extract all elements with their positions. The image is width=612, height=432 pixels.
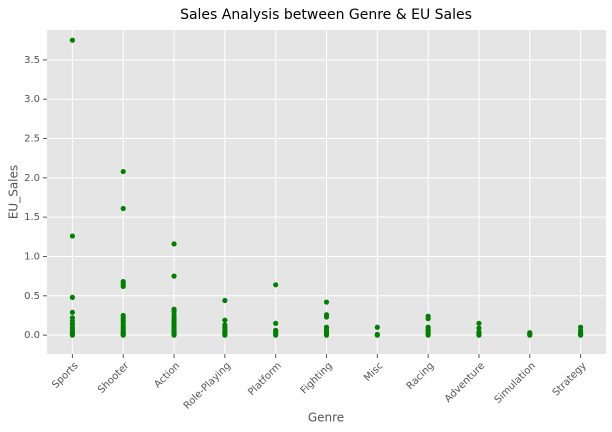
point: [222, 332, 228, 338]
point: [69, 332, 76, 338]
point: [222, 317, 228, 323]
x-tick-label: Role-Playing: [182, 360, 233, 411]
point: [476, 320, 482, 326]
point: [273, 282, 279, 288]
x-tick-label: Misc: [362, 360, 385, 383]
y-tick-label: 0.0: [24, 330, 40, 341]
point: [69, 294, 76, 300]
point: [374, 332, 380, 338]
point: [425, 316, 431, 322]
point: [476, 325, 482, 331]
point: [69, 233, 76, 239]
x-tick-label: Platform: [246, 360, 284, 398]
point: [323, 332, 330, 338]
point: [222, 297, 228, 304]
y-tick-label: 2.5: [24, 134, 40, 145]
point: [323, 314, 330, 320]
point: [171, 241, 177, 247]
point: [273, 320, 279, 326]
y-tick-label: 3.5: [24, 55, 40, 66]
point: [171, 332, 177, 338]
x-tick-label: Shooter: [96, 360, 132, 396]
chart-title: Sales Analysis between Genre & EU Sales: [180, 7, 472, 23]
point: [120, 205, 126, 212]
y-tick-label: 2.0: [24, 173, 40, 184]
point: [120, 283, 126, 289]
x-tick-label: Sports: [50, 360, 80, 390]
x-tick-label: Strategy: [551, 360, 589, 398]
point: [120, 332, 126, 338]
x-tick-label: Simulation: [493, 360, 538, 405]
point: [527, 332, 533, 338]
y-tick-label: 3.0: [24, 94, 40, 105]
x-tick-label: Adventure: [443, 360, 487, 404]
y-axis-label: EU_Sales: [7, 165, 21, 219]
point: [476, 332, 482, 338]
x-axis-label: Genre: [308, 411, 344, 425]
y-tick-label: 0.5: [24, 291, 40, 302]
y-tick-label: 1.5: [24, 212, 40, 223]
point: [374, 324, 380, 330]
x-tick-label: Action: [152, 360, 182, 390]
point: [273, 332, 279, 338]
point: [425, 332, 431, 338]
point: [577, 332, 584, 338]
point: [120, 168, 126, 175]
point: [69, 309, 76, 315]
x-tick-label: Fighting: [299, 360, 335, 396]
point: [323, 299, 330, 305]
y-tick-label: 1.0: [24, 251, 40, 262]
point: [69, 37, 76, 43]
x-tick-label: Racing: [405, 360, 437, 392]
point: [171, 273, 177, 279]
